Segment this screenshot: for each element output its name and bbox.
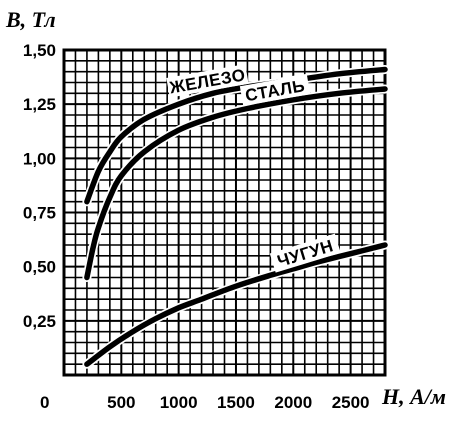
x-tick-labels: 500 1000 1500 2000 2500	[107, 393, 369, 412]
y-tick-label: 1,50	[23, 41, 56, 60]
y-tick-label: 1,00	[23, 149, 56, 168]
x-axis-title: H, А/м	[381, 384, 446, 409]
series-label-bg-zhelezo	[166, 64, 249, 98]
y-axis-title: B, Тл	[5, 7, 56, 32]
x-tick-label: 2000	[274, 393, 312, 412]
series-line-stal	[84, 86, 388, 281]
x-tick-label: 1000	[160, 393, 198, 412]
y-tick-label: 0,25	[23, 312, 56, 331]
y-tick-labels: 0,25 0,50 0,75 1,00 1,25 1,50	[23, 41, 56, 331]
x-tick-label: 500	[107, 393, 135, 412]
x-tick-label: 2500	[332, 393, 370, 412]
grid	[63, 49, 386, 376]
plot-frame	[62, 48, 387, 377]
y-tick-label: 0,50	[23, 258, 56, 277]
series-label-bg-stal	[239, 74, 311, 106]
series-line-chugun	[84, 242, 388, 367]
y-tick-label: 0,75	[23, 204, 56, 223]
series-label-bg-chugun	[269, 233, 341, 273]
origin-label: 0	[40, 393, 49, 412]
y-tick-label: 1,25	[23, 95, 56, 114]
x-tick-label: 1500	[217, 393, 255, 412]
